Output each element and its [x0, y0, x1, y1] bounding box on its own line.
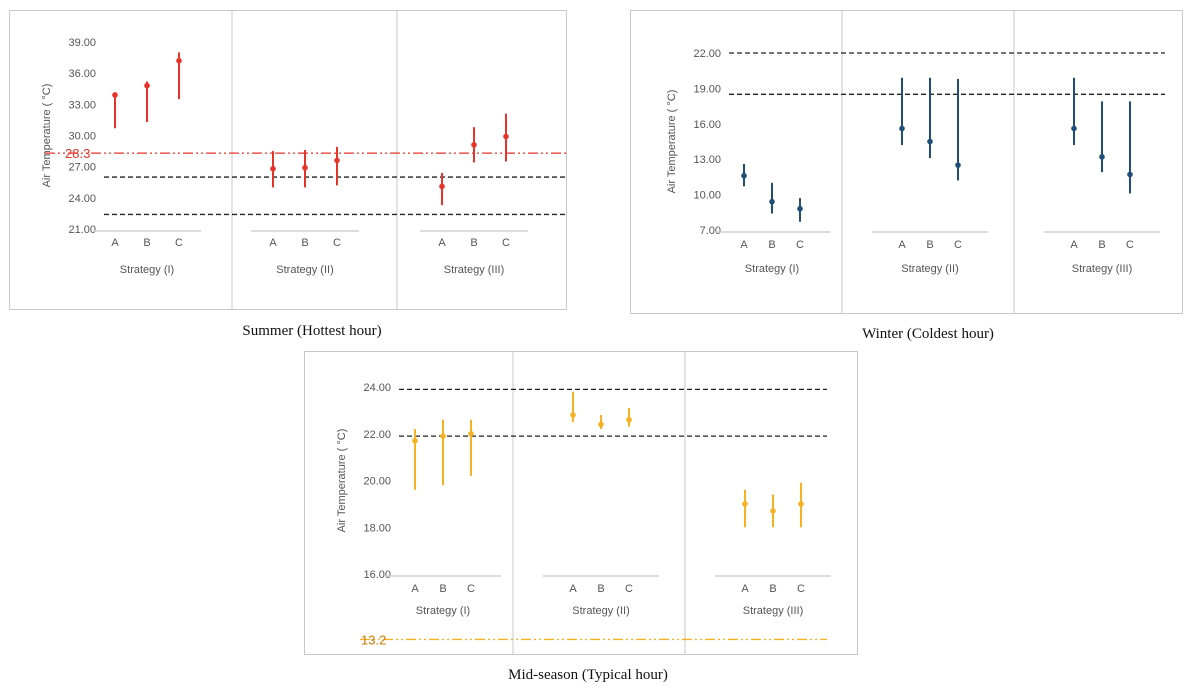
y-tick-label: 21.00 [68, 224, 96, 236]
category-label: A [898, 239, 906, 251]
y-tick-label: 27.00 [68, 162, 96, 174]
data-point [797, 205, 803, 212]
y-tick-label: 36.00 [68, 68, 96, 80]
group-label: Strategy (I) [120, 264, 174, 276]
group-label: Strategy (III) [1072, 263, 1133, 275]
y-tick-label: 16.00 [693, 119, 721, 131]
y-tick-label: 20.00 [363, 476, 391, 488]
group-label: Strategy (III) [743, 605, 804, 617]
y-tick-label: 22.00 [363, 429, 391, 441]
summer-caption: Summer (Hottest hour) [242, 323, 382, 339]
y-axis-label: Air Temperature ( °C) [336, 429, 348, 533]
group-label: Strategy (III) [444, 264, 505, 276]
y-tick-label: 18.00 [363, 522, 391, 534]
category-label: B [470, 237, 477, 249]
category-label: A [411, 583, 419, 595]
category-label: B [769, 583, 776, 595]
data-point [927, 138, 933, 145]
data-point [1127, 171, 1133, 178]
category-label: B [439, 583, 446, 595]
y-tick-label: 24.00 [68, 193, 96, 205]
data-point [770, 508, 776, 514]
winter-chart: Air Temperature ( °C) 22.00 19.00 16.00 13.0… [666, 11, 1165, 313]
y-tick-label: 22.00 [693, 48, 721, 60]
data-point [570, 412, 576, 418]
category-label: C [954, 239, 962, 251]
y-tick-label: 30.00 [68, 131, 96, 143]
reference-line-label: 13.2 [361, 632, 386, 647]
category-label: A [741, 583, 749, 595]
category-label: B [768, 239, 775, 251]
group-label: Strategy (I) [416, 605, 470, 617]
y-tick-label: 33.00 [68, 99, 96, 111]
category-label: C [796, 239, 804, 251]
category-label: B [597, 583, 604, 595]
y-tick-label: 16.00 [363, 569, 391, 581]
y-axis-label: Air Temperature ( °C) [666, 90, 678, 194]
data-point [1099, 154, 1105, 160]
y-tick-label: 7.00 [700, 225, 721, 237]
category-label: C [797, 583, 805, 595]
data-point [440, 433, 446, 439]
category-label: B [301, 237, 308, 249]
category-label: B [1098, 239, 1105, 251]
data-point [769, 198, 775, 205]
data-point [741, 172, 747, 179]
category-label: C [175, 237, 183, 249]
category-label: B [143, 237, 150, 249]
data-point [112, 92, 118, 98]
data-point [899, 125, 905, 132]
y-tick-label: 24.00 [363, 382, 391, 394]
mid-season-chart: Air Temperature ( °C) 24.00 22.00 20.00 18.0… [336, 352, 831, 654]
category-label: C [467, 583, 475, 595]
data-point [471, 142, 477, 148]
data-point [626, 416, 632, 423]
category-label: A [569, 583, 577, 595]
category-label: C [625, 583, 633, 595]
group-label: Strategy (I) [745, 263, 799, 275]
category-label: C [333, 237, 341, 249]
y-tick-label: 13.00 [693, 154, 721, 166]
category-label: A [111, 237, 119, 249]
data-point [598, 421, 604, 428]
y-axis-label: Air Temperature ( °C) [41, 84, 53, 188]
category-label: A [438, 237, 446, 249]
data-point [742, 501, 748, 507]
data-point [412, 437, 418, 444]
data-point [144, 82, 150, 89]
data-point [798, 501, 804, 507]
category-label: C [502, 237, 510, 249]
category-label: A [1070, 239, 1078, 251]
mid-season-caption: Mid-season (Typical hour) [508, 667, 668, 683]
winter-chart-panel: Air Temperature ( °C) 22.00 19.00 16.00 13.0… [630, 10, 1183, 314]
data-point [270, 165, 276, 172]
data-point [302, 164, 308, 171]
reference-line-label: 28.3 [65, 146, 90, 161]
y-tick-label: 10.00 [693, 190, 721, 202]
data-point [503, 133, 509, 140]
group-label: Strategy (II) [276, 264, 333, 276]
y-tick-label: 19.00 [693, 83, 721, 95]
summer-chart-panel: Air Temperature ( °C) 39.00 36.00 33.00 30.0… [9, 10, 567, 310]
category-label: A [269, 237, 277, 249]
category-label: C [1126, 239, 1134, 251]
category-label: B [926, 239, 933, 251]
mid-season-chart-panel: Air Temperature ( °C) 24.00 22.00 20.00 18.0… [304, 351, 858, 655]
data-point [1071, 125, 1077, 132]
data-point [176, 57, 182, 64]
group-label: Strategy (II) [572, 605, 629, 617]
data-point [334, 157, 340, 164]
y-tick-label: 39.00 [68, 37, 96, 49]
category-label: A [740, 239, 748, 251]
summer-chart: Air Temperature ( °C) 39.00 36.00 33.00 30.0… [41, 11, 566, 309]
data-point [439, 183, 445, 190]
group-label: Strategy (II) [901, 263, 958, 275]
data-point [955, 162, 961, 168]
winter-caption: Winter (Coldest hour) [862, 326, 994, 342]
data-point [468, 430, 474, 437]
